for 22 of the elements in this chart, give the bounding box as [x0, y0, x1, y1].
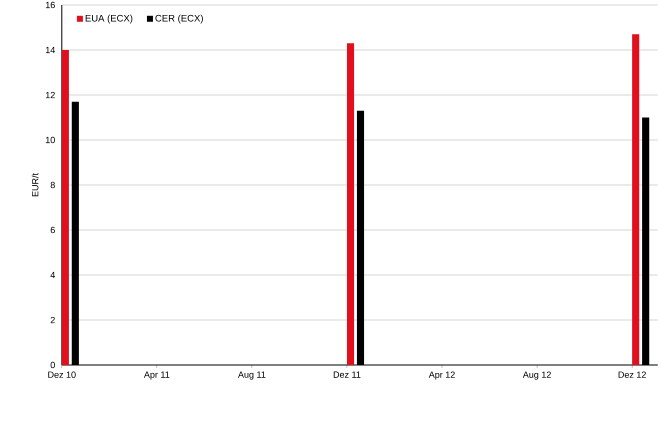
y-tick-label: 10	[46, 136, 55, 144]
x-tick-label: Aug 11	[238, 372, 266, 380]
bar	[62, 50, 69, 365]
y-tick-label: 14	[46, 46, 55, 54]
x-tick-label: Apr 11	[144, 372, 170, 380]
x-tick-label: Dez 10	[48, 372, 76, 378]
y-tick-label: 2	[50, 316, 55, 324]
y-tick-label: 16	[46, 2, 55, 8]
x-tick-label: Aug 12	[522, 372, 551, 380]
y-axis-title: EUR/t	[32, 173, 38, 196]
legend-label: CER (ECX)	[155, 14, 203, 24]
bar	[346, 43, 354, 365]
legend-label: EUA (ECX)	[86, 14, 132, 24]
x-tick-label: Apr 12	[428, 372, 455, 380]
y-tick-label: 8	[50, 182, 55, 188]
bar	[632, 34, 640, 365]
y-tick-label: 6	[50, 226, 55, 234]
y-tick-label: 0	[50, 362, 55, 368]
x-tick-label: Dez 11	[334, 372, 360, 378]
x-tick-label: Dez 12	[618, 372, 646, 378]
y-tick-label: 12	[46, 92, 55, 98]
y-tick-label: 4	[50, 272, 55, 278]
